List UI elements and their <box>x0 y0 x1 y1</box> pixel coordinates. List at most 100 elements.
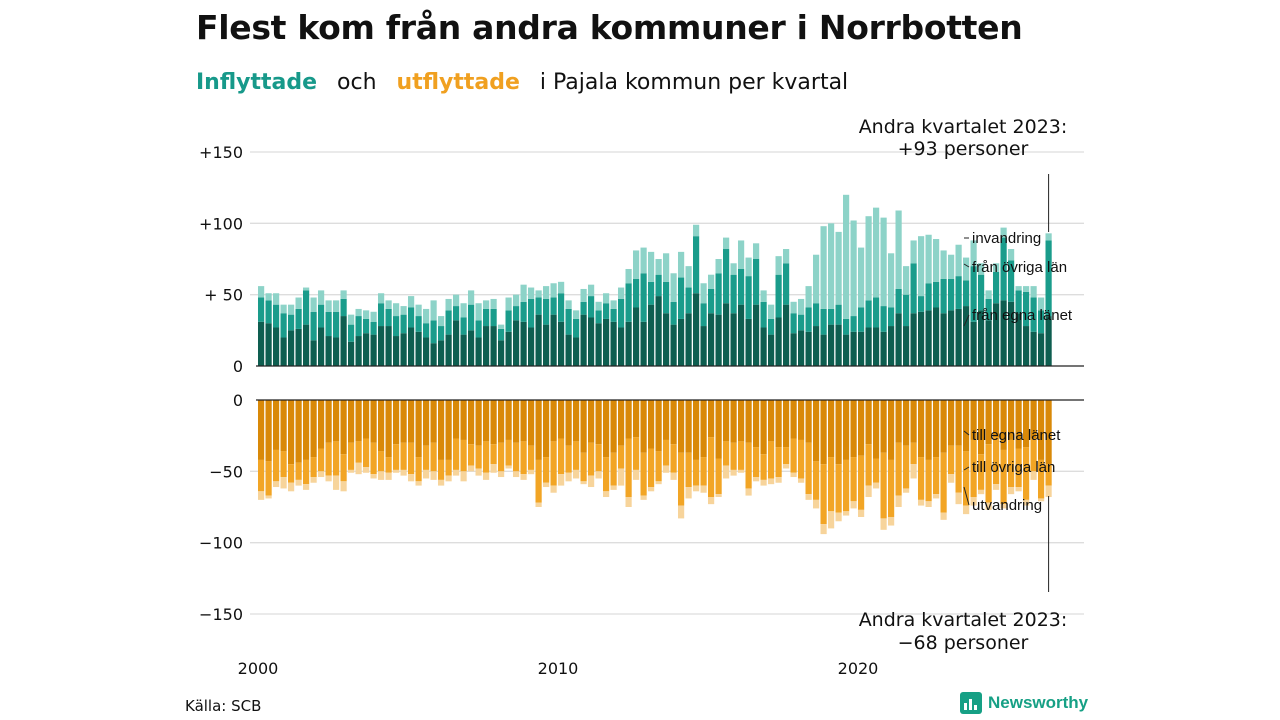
bar-outflow <box>708 437 715 498</box>
bar-outflow <box>363 438 370 468</box>
bar-outflow <box>693 485 700 492</box>
bar-outflow <box>490 400 497 445</box>
bar-inflow <box>873 327 880 366</box>
bar-inflow <box>790 313 797 334</box>
bar-inflow <box>535 290 542 298</box>
bar-outflow <box>370 474 377 479</box>
bar-inflow <box>393 336 400 366</box>
bar-outflow <box>948 400 955 446</box>
bar-inflow <box>535 297 542 315</box>
bar-outflow <box>933 400 940 458</box>
bar-inflow <box>760 327 767 366</box>
bar-outflow <box>685 452 692 488</box>
bar-inflow <box>783 249 790 264</box>
bar-inflow <box>970 321 977 366</box>
bar-inflow <box>280 337 287 366</box>
bar-outflow <box>363 400 370 439</box>
bar-inflow <box>910 313 917 366</box>
bar-inflow <box>333 300 340 312</box>
bar-inflow <box>1023 326 1030 366</box>
bar-outflow <box>730 400 737 443</box>
bar-inflow <box>528 327 535 366</box>
bar-inflow <box>753 304 760 366</box>
bar-outflow <box>775 477 782 483</box>
bar-inflow <box>843 334 850 366</box>
annotation-bottom-line2: −68 personer <box>898 632 1029 654</box>
bar-inflow <box>805 307 812 332</box>
bar-outflow <box>588 475 595 488</box>
bar-outflow <box>685 400 692 453</box>
bar-outflow <box>393 400 400 445</box>
bar-inflow <box>925 283 932 311</box>
bar-inflow <box>865 300 872 328</box>
bar-outflow <box>445 400 452 460</box>
legend-label-inflow: från övriga län <box>972 259 1067 276</box>
bar-outflow <box>768 478 775 485</box>
bar-inflow <box>288 330 295 366</box>
bar-inflow <box>1030 331 1037 366</box>
bar-inflow <box>565 308 572 335</box>
bar-inflow <box>888 307 895 327</box>
bar-outflow <box>798 439 805 479</box>
bar-outflow <box>573 400 580 442</box>
bar-inflow <box>265 300 272 324</box>
bar-outflow <box>768 441 775 479</box>
bar-outflow <box>580 452 587 482</box>
bar-inflow <box>303 290 310 325</box>
bar-outflow <box>1038 459 1045 499</box>
bar-outflow <box>1045 400 1052 465</box>
bar-outflow <box>978 489 985 495</box>
bar-outflow <box>513 442 520 472</box>
bar-inflow <box>460 334 467 366</box>
bar-outflow <box>663 439 670 466</box>
bar-inflow <box>655 296 662 366</box>
bar-outflow <box>873 400 880 459</box>
bar-outflow <box>738 441 745 470</box>
bar-outflow <box>738 469 745 473</box>
bar-outflow <box>348 442 355 470</box>
bar-inflow <box>453 320 460 366</box>
bar-inflow <box>543 286 550 299</box>
legend-label-inflow: invandring <box>972 230 1041 247</box>
bar-outflow <box>760 479 767 486</box>
bar-inflow <box>820 334 827 366</box>
bar-inflow <box>558 281 565 294</box>
bar-inflow <box>498 340 505 366</box>
bar-inflow <box>895 288 902 314</box>
bar-outflow <box>303 400 310 460</box>
bar-outflow <box>880 452 887 519</box>
y-tick-label-bottom: −50 <box>209 462 243 481</box>
bar-inflow <box>265 323 272 366</box>
bar-outflow <box>738 400 745 442</box>
bar-inflow <box>310 311 317 341</box>
bar-outflow <box>970 400 977 440</box>
bar-outflow <box>618 468 625 486</box>
legend-leader <box>963 263 970 268</box>
bar-inflow <box>768 334 775 366</box>
bar-inflow <box>370 334 377 366</box>
bar-outflow <box>865 485 872 498</box>
bar-outflow <box>700 485 707 493</box>
bar-outflow <box>505 465 512 469</box>
bar-outflow <box>918 457 925 500</box>
bar-outflow <box>295 479 302 486</box>
bar-outflow <box>528 445 535 470</box>
bar-inflow <box>940 278 947 314</box>
bar-outflow <box>858 509 865 517</box>
newsworthy-logo[interactable]: Newsworthy <box>960 692 1088 714</box>
bar-inflow <box>678 251 685 278</box>
bar-outflow <box>693 400 700 460</box>
bar-inflow <box>625 321 632 366</box>
bar-outflow <box>475 400 482 446</box>
bar-outflow <box>423 445 430 470</box>
bar-outflow <box>595 471 602 479</box>
bar-inflow <box>385 300 392 309</box>
bar-outflow <box>655 400 662 452</box>
bar-inflow <box>640 321 647 366</box>
bar-outflow <box>378 451 385 472</box>
bar-outflow <box>393 469 400 473</box>
bar-outflow <box>888 400 895 460</box>
bar-inflow <box>723 237 730 250</box>
bar-outflow <box>445 475 452 482</box>
bar-inflow <box>768 318 775 335</box>
